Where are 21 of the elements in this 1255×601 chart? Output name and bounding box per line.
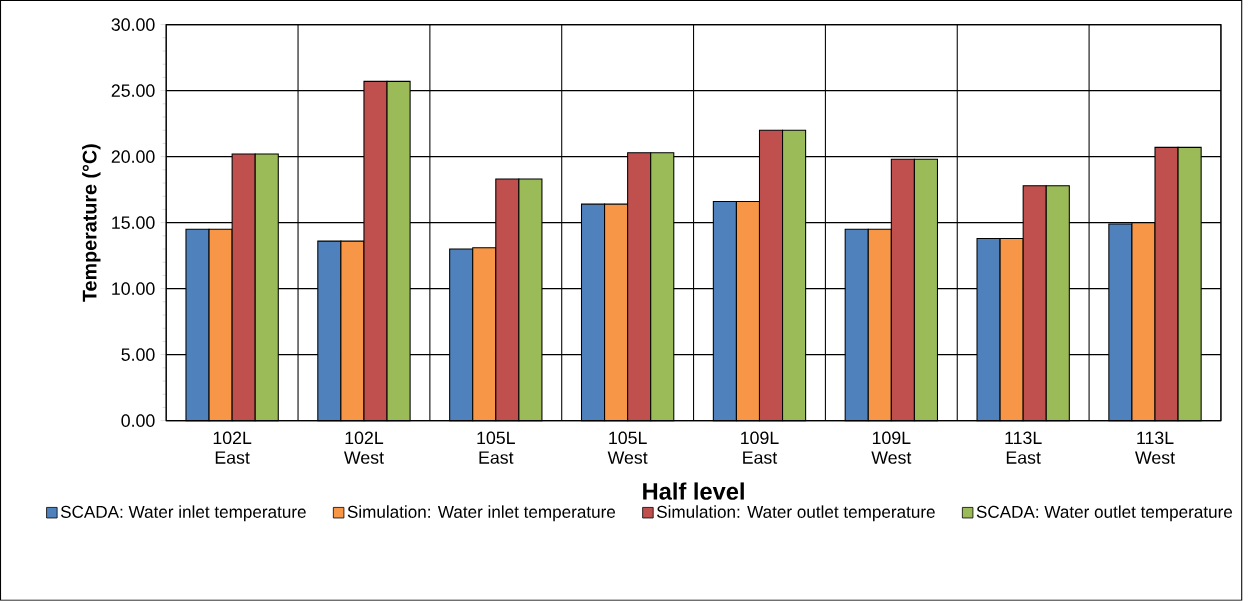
y-tick-label: 20.00 xyxy=(111,150,155,164)
y-tick-label: 5.00 xyxy=(121,348,155,362)
legend-label: Simulation: Water inlet temperature xyxy=(347,505,616,522)
legend-label: SCADA: Water outlet temperature xyxy=(976,505,1233,522)
y-tick-label: 30.00 xyxy=(111,18,155,32)
y-axis-title: Temperature (°C) xyxy=(82,144,101,302)
x-tick-label: 113L East xyxy=(1005,431,1042,464)
x-axis-title: Half level xyxy=(643,482,744,500)
legend-label: SCADA: Water inlet temperature xyxy=(60,505,306,522)
x-tick-label: 109L West xyxy=(871,431,912,464)
x-tick-label: 109L East xyxy=(741,431,779,464)
x-tick-label: 102L East xyxy=(213,431,252,464)
y-tick-label: 15.00 xyxy=(112,216,155,230)
x-tick-label: 102L West xyxy=(343,431,384,464)
x-tick-label: 113L West xyxy=(1135,431,1175,464)
y-tick-label: 10.00 xyxy=(112,282,155,296)
y-tick-label: 0.00 xyxy=(121,414,155,428)
legend-label: Simulation: Water outlet temperature xyxy=(657,505,935,522)
y-tick-label: 25.00 xyxy=(111,84,155,98)
x-tick-label: 105L West xyxy=(607,431,648,464)
x-tick-label: 105L East xyxy=(477,431,515,464)
